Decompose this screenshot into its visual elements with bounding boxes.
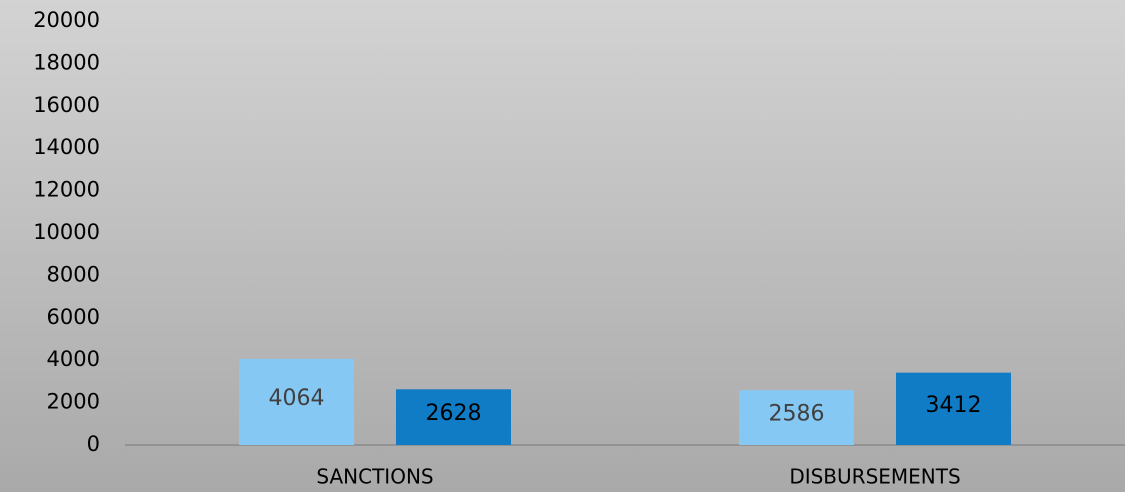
bar [239,358,354,445]
bar [739,390,854,445]
data-label: 4064 [269,386,325,411]
y-tick-label: 2000 [47,390,100,414]
data-label: 3412 [926,393,982,418]
x-tick-label: DISBURSEMENTS [789,465,960,489]
y-tick-label: 20000 [33,8,100,32]
data-label: 2628 [426,401,482,426]
y-tick-label: 16000 [33,93,100,117]
y-tick-label: 0 [87,432,100,456]
y-tick-label: 6000 [47,305,100,329]
data-label: 2586 [769,402,825,427]
y-tick-label: 18000 [33,50,100,74]
bar [896,372,1011,445]
y-tick-label: 8000 [47,262,100,286]
x-tick-label: SANCTIONS [316,465,433,489]
y-tick-label: 14000 [33,135,100,159]
y-tick-label: 4000 [47,347,100,371]
bar [396,389,511,445]
y-tick-label: 12000 [33,178,100,202]
y-tick-label: 10000 [33,220,100,244]
